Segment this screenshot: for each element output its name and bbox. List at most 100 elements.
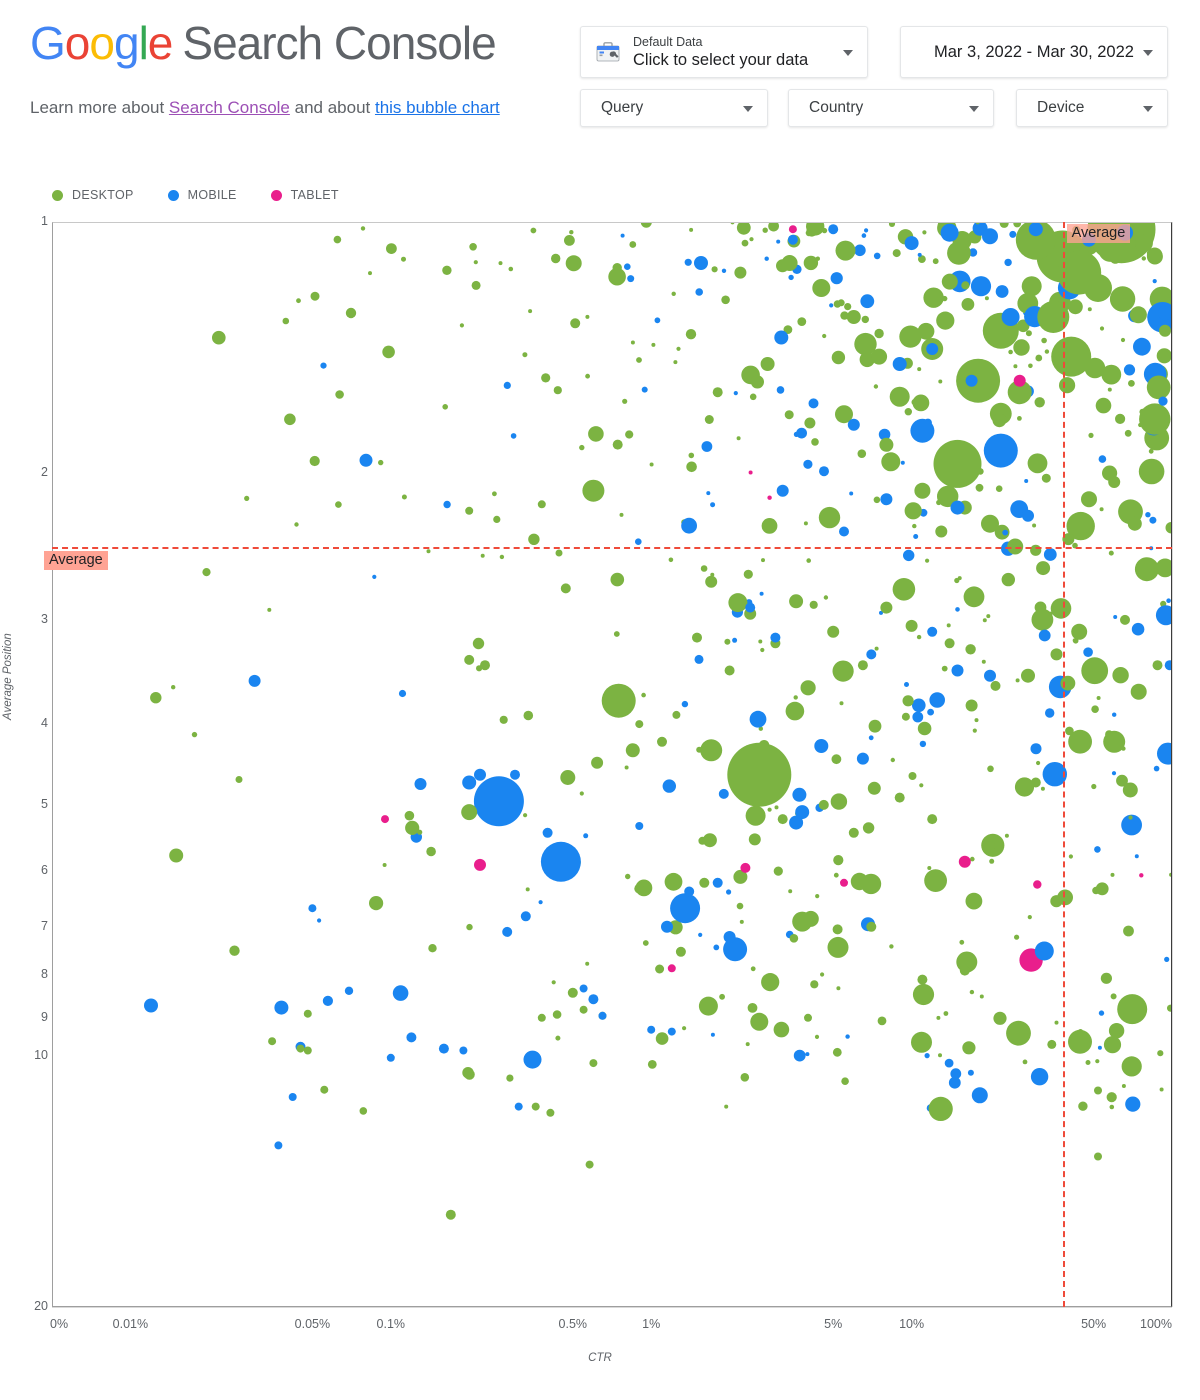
bubble-point[interactable] xyxy=(625,873,631,880)
bubble-point[interactable] xyxy=(912,698,926,713)
bubble-point[interactable] xyxy=(927,866,932,870)
bubble-point[interactable] xyxy=(986,614,991,619)
bubble-point[interactable] xyxy=(401,256,406,262)
bubble-point[interactable] xyxy=(830,272,843,285)
bubble-point[interactable] xyxy=(1141,563,1152,574)
bubble-point[interactable] xyxy=(818,799,829,810)
bubble-point[interactable] xyxy=(789,934,799,943)
bubble-point[interactable] xyxy=(800,680,816,696)
bubble-point[interactable] xyxy=(1030,743,1042,755)
bubble-point[interactable] xyxy=(845,1034,850,1039)
bubble-point[interactable] xyxy=(1133,337,1151,356)
bubble-layer[interactable] xyxy=(52,222,1172,1307)
bubble-point[interactable] xyxy=(406,1032,417,1043)
bubble-point[interactable] xyxy=(854,244,866,257)
bubble-point[interactable] xyxy=(936,499,942,506)
bubble-point[interactable] xyxy=(492,491,497,497)
bubble-point[interactable] xyxy=(426,846,436,857)
bubble-point[interactable] xyxy=(854,332,877,356)
bubble-point[interactable] xyxy=(619,512,624,517)
bubble-point[interactable] xyxy=(904,682,909,687)
bubble-point[interactable] xyxy=(1091,705,1099,713)
bubble-point[interactable] xyxy=(530,227,537,234)
bubble-point[interactable] xyxy=(944,638,955,649)
bubble-point[interactable] xyxy=(1121,1084,1126,1088)
bubble-point[interactable] xyxy=(514,1102,523,1111)
bubble-point[interactable] xyxy=(912,983,935,1006)
bubble-point[interactable] xyxy=(442,404,449,410)
bubble-point[interactable] xyxy=(1098,1010,1105,1016)
bubble-point[interactable] xyxy=(1013,374,1026,387)
bubble-point[interactable] xyxy=(473,260,478,265)
bubble-point[interactable] xyxy=(733,869,748,884)
bubble-point[interactable] xyxy=(368,271,372,276)
bubble-point[interactable] xyxy=(405,820,420,836)
bubble-point[interactable] xyxy=(671,291,676,296)
bubble-point[interactable] xyxy=(1139,873,1144,878)
bubble-point[interactable] xyxy=(1113,615,1118,619)
bubble-point[interactable] xyxy=(1047,1039,1057,1049)
bubble-point[interactable] xyxy=(805,229,813,237)
bubble-point[interactable] xyxy=(664,872,683,891)
bubble-point[interactable] xyxy=(740,862,751,873)
bubble-point[interactable] xyxy=(728,593,748,613)
bubble-point[interactable] xyxy=(995,285,1009,298)
bubble-point[interactable] xyxy=(1068,729,1092,754)
bubble-point[interactable] xyxy=(1108,550,1114,556)
bubble-point[interactable] xyxy=(296,1044,305,1053)
bubble-point[interactable] xyxy=(923,287,944,308)
bubble-point[interactable] xyxy=(649,462,654,467)
bubble-point[interactable] xyxy=(927,814,938,825)
bubble-point[interactable] xyxy=(961,298,975,311)
bubble-point[interactable] xyxy=(169,848,184,863)
bubble-point[interactable] xyxy=(971,1087,988,1104)
bubble-point[interactable] xyxy=(803,521,808,526)
bubble-point[interactable] xyxy=(710,1032,715,1037)
bubble-point[interactable] xyxy=(551,253,561,264)
bubble-point[interactable] xyxy=(499,715,508,724)
bubble-point[interactable] xyxy=(499,554,505,560)
bubble-point[interactable] xyxy=(866,649,877,660)
bubble-point[interactable] xyxy=(840,311,849,320)
bubble-point[interactable] xyxy=(1008,349,1013,355)
bubble-point[interactable] xyxy=(1109,286,1136,312)
bubble-point[interactable] xyxy=(1024,479,1029,483)
bubble-point[interactable] xyxy=(378,459,384,466)
bubble-point[interactable] xyxy=(1094,1086,1102,1095)
bubble-point[interactable] xyxy=(806,558,811,563)
bubble-point[interactable] xyxy=(712,387,723,398)
bubble-point[interactable] xyxy=(1121,1056,1142,1077)
bubble-point[interactable] xyxy=(938,379,943,384)
bubble-point[interactable] xyxy=(904,236,919,251)
bubble-point[interactable] xyxy=(804,417,816,429)
bubble-point[interactable] xyxy=(912,394,930,412)
bubble-point[interactable] xyxy=(579,984,588,993)
bubble-point[interactable] xyxy=(749,237,754,242)
bubble-point[interactable] xyxy=(640,222,652,228)
bubble-point[interactable] xyxy=(684,886,695,897)
bubble-point[interactable] xyxy=(981,659,986,664)
bubble-point[interactable] xyxy=(873,384,879,389)
bubble-point[interactable] xyxy=(732,637,738,643)
bubble-point[interactable] xyxy=(710,502,716,508)
bubble-point[interactable] xyxy=(840,878,848,887)
bubble-point[interactable] xyxy=(836,986,841,991)
bubble-point[interactable] xyxy=(381,815,389,824)
bubble-point[interactable] xyxy=(274,1141,283,1150)
bubble-point[interactable] xyxy=(1066,511,1095,541)
bubble-point[interactable] xyxy=(1014,777,1035,797)
bubble-point[interactable] xyxy=(333,235,342,244)
bubble-point[interactable] xyxy=(857,449,867,458)
bubble-point[interactable] xyxy=(1081,657,1109,685)
bubble-point[interactable] xyxy=(560,770,576,785)
bubble-point[interactable] xyxy=(698,932,703,938)
bubble-point[interactable] xyxy=(927,708,934,716)
bubble-point[interactable] xyxy=(1078,1101,1088,1111)
bubble-point[interactable] xyxy=(892,249,901,258)
bubble-point[interactable] xyxy=(918,255,926,263)
bubble-point[interactable] xyxy=(868,719,882,733)
bubble-point[interactable] xyxy=(546,1108,555,1117)
bubble-point[interactable] xyxy=(828,224,839,235)
bubble-point[interactable] xyxy=(1158,396,1168,406)
bubble-point[interactable] xyxy=(462,775,477,790)
